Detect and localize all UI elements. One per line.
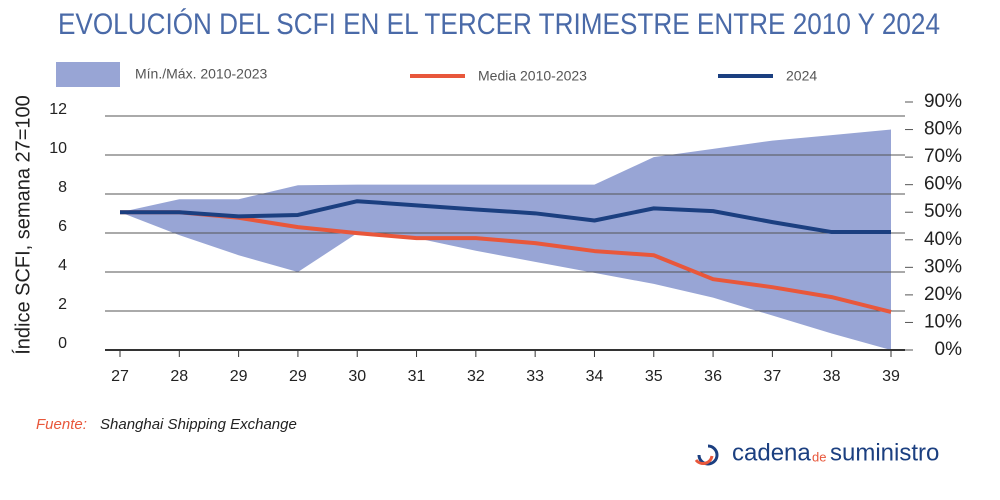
legend-label: Media 2010-2023 <box>478 68 587 84</box>
x-tick-label: 36 <box>704 368 722 385</box>
x-tick-label: 38 <box>823 368 841 385</box>
logo-icon <box>694 455 714 465</box>
y-tick-label: 12 <box>49 101 67 118</box>
y2-tick-label: 90% <box>924 91 962 112</box>
y-tick-label: 2 <box>58 296 67 313</box>
source-label: Fuente: <box>36 416 87 433</box>
legend-swatch <box>56 62 120 87</box>
x-tick-label: 31 <box>408 368 426 385</box>
x-tick-label: 33 <box>526 368 544 385</box>
y2-tick-label: 40% <box>924 229 962 250</box>
logo-text: suministro <box>830 439 939 466</box>
y2-tick-label: 80% <box>924 119 962 140</box>
y-axis-label: Índice SCFI, semana 27=100 <box>11 95 34 355</box>
legend-label: 2024 <box>786 68 817 84</box>
y2-tick-label: 50% <box>924 201 962 222</box>
x-tick-label: 37 <box>763 368 781 385</box>
x-tick-label: 39 <box>882 368 900 385</box>
y2-tick-label: 20% <box>924 284 962 305</box>
x-tick-label: 29 <box>230 368 248 385</box>
y2-tick-label: 60% <box>924 174 962 195</box>
series-line <box>120 199 891 235</box>
y2-tick-label: 10% <box>924 311 962 332</box>
chart-title: EVOLUCIÓN DEL SCFI EN EL TERCER TRIMESTR… <box>58 8 940 41</box>
y2-tick-label: 30% <box>924 256 962 277</box>
y-tick-label: 8 <box>58 179 67 196</box>
y-tick-label: 0 <box>58 335 67 352</box>
source: Shanghai Shipping Exchange <box>100 416 297 433</box>
x-tick-label: 35 <box>645 368 663 385</box>
x-tick-label: 28 <box>170 368 188 385</box>
logo-text: cadena <box>732 439 811 466</box>
series-line <box>120 210 892 314</box>
x-tick-label: 32 <box>467 368 485 385</box>
legend-label: Mín./Máx. 2010-2023 <box>135 66 268 82</box>
y-tick-label: 6 <box>58 218 67 235</box>
y2-tick-label: 0% <box>935 339 963 360</box>
y-tick-label: 10 <box>49 140 67 157</box>
x-tick-label: 34 <box>586 368 604 385</box>
y-tick-label: 4 <box>58 257 67 274</box>
x-tick-label: 27 <box>111 368 129 385</box>
x-tick-label: 29 <box>289 368 307 385</box>
logo: cadena de suministro <box>694 439 939 466</box>
y2-tick-label: 70% <box>924 146 962 167</box>
logo-text: de <box>812 449 826 464</box>
x-tick-label: 30 <box>348 368 366 385</box>
logo-icon <box>697 444 719 466</box>
